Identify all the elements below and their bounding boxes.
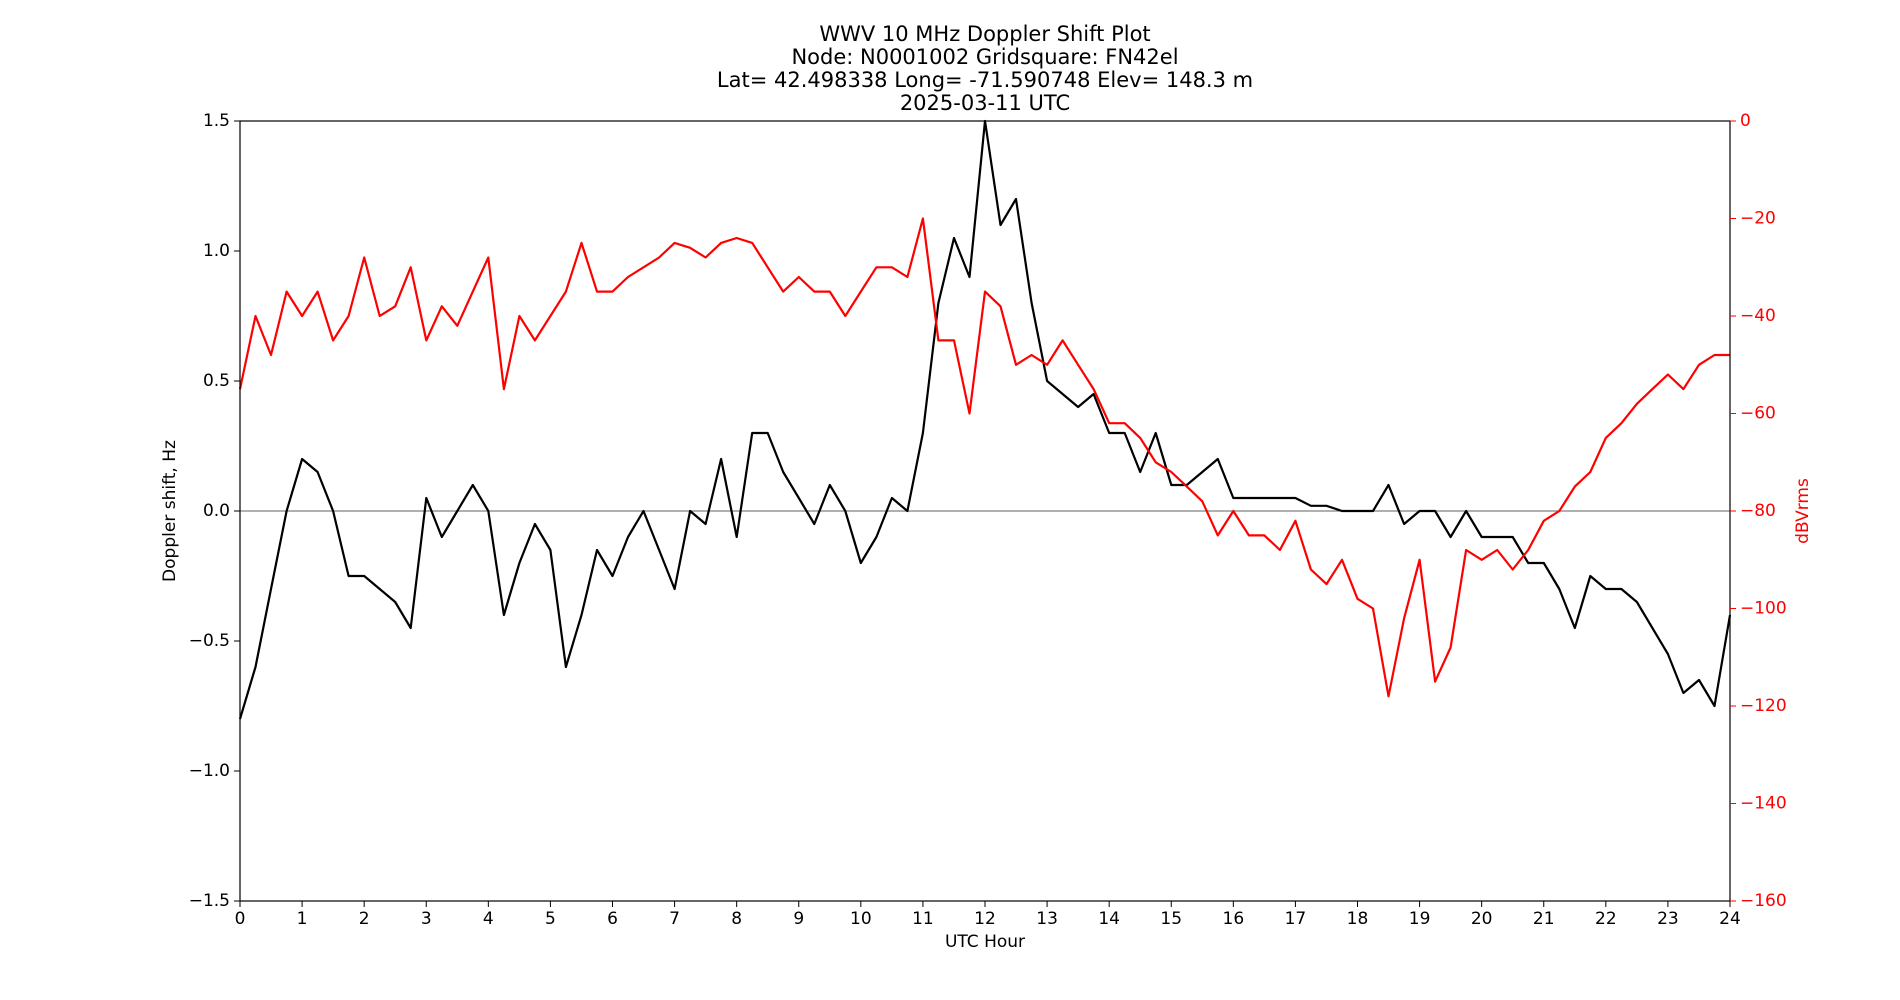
chart-title: Lat= 42.498338 Long= -71.590748 Elev= 14… <box>717 68 1253 92</box>
x-tick-label: 21 <box>1533 909 1555 929</box>
x-tick-label: 3 <box>421 909 432 929</box>
y-tick-label: −1.5 <box>189 891 230 911</box>
y2-tick-label: 0 <box>1740 111 1751 131</box>
x-tick-label: 20 <box>1471 909 1493 929</box>
y2-tick-label: −20 <box>1740 209 1776 229</box>
y2-tick-label: −80 <box>1740 501 1776 521</box>
y-tick-label: 1.0 <box>203 241 230 261</box>
x-axis-label: UTC Hour <box>945 932 1025 952</box>
y-axis-label: Doppler shift, Hz <box>160 440 180 582</box>
x-tick-label: 22 <box>1595 909 1617 929</box>
series-line <box>238 119 1732 720</box>
x-tick-label: 14 <box>1098 909 1120 929</box>
x-tick-label: 19 <box>1409 909 1431 929</box>
y-tick-label: 1.5 <box>203 111 230 131</box>
x-tick-label: 7 <box>669 909 680 929</box>
x-tick-label: 6 <box>607 909 618 929</box>
x-tick-label: 2 <box>359 909 370 929</box>
x-tick-label: 23 <box>1657 909 1679 929</box>
x-tick-label: 5 <box>545 909 556 929</box>
y-tick-label: −1.0 <box>189 761 230 781</box>
y2-tick-label: −140 <box>1740 794 1787 814</box>
y2-tick-label: −160 <box>1740 891 1787 911</box>
y2-tick-label: −100 <box>1740 599 1787 619</box>
y-tick-label: −0.5 <box>189 631 230 651</box>
x-tick-label: 13 <box>1036 909 1058 929</box>
x-tick-label: 18 <box>1347 909 1369 929</box>
x-tick-label: 10 <box>850 909 872 929</box>
y2-tick-label: −40 <box>1740 306 1776 326</box>
x-tick-label: 4 <box>483 909 494 929</box>
y-tick-label: 0.0 <box>203 501 230 521</box>
series-line <box>238 217 1730 698</box>
chart-title: Node: N0001002 Gridsquare: FN42el <box>791 45 1178 69</box>
x-tick-label: 24 <box>1719 909 1741 929</box>
y2-tick-label: −120 <box>1740 696 1787 716</box>
chart-title: 2025-03-11 UTC <box>900 91 1070 115</box>
x-tick-label: 11 <box>912 909 934 929</box>
chart-title: WWV 10 MHz Doppler Shift Plot <box>819 22 1150 46</box>
x-tick-label: 17 <box>1285 909 1307 929</box>
x-tick-label: 9 <box>793 909 804 929</box>
x-tick-label: 0 <box>235 909 246 929</box>
x-tick-label: 12 <box>974 909 996 929</box>
x-tick-label: 1 <box>297 909 308 929</box>
x-tick-label: 16 <box>1223 909 1245 929</box>
x-tick-label: 15 <box>1160 909 1182 929</box>
x-tick-label: 8 <box>731 909 742 929</box>
y-tick-label: 0.5 <box>203 371 230 391</box>
y2-axis-label: dBVrms <box>1793 478 1813 544</box>
y2-tick-label: −60 <box>1740 404 1776 424</box>
